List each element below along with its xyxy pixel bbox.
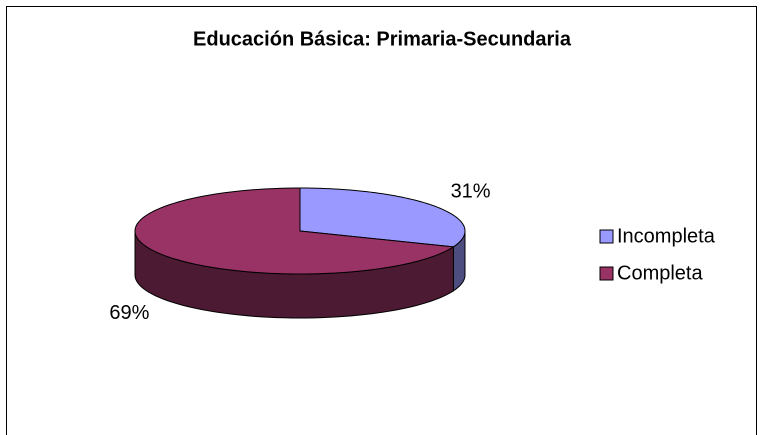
pie-slice <box>299 187 466 248</box>
data-label: 31% <box>451 181 491 203</box>
legend-swatch <box>599 229 614 244</box>
chart-title: Educación Básica: Primaria-Secundaria <box>193 28 572 50</box>
legend-label: Incompleta <box>617 225 716 247</box>
legend-swatch <box>599 266 614 281</box>
legend-label: Completa <box>617 262 703 284</box>
pie-slice <box>134 187 455 275</box>
data-label: 69% <box>109 302 149 324</box>
